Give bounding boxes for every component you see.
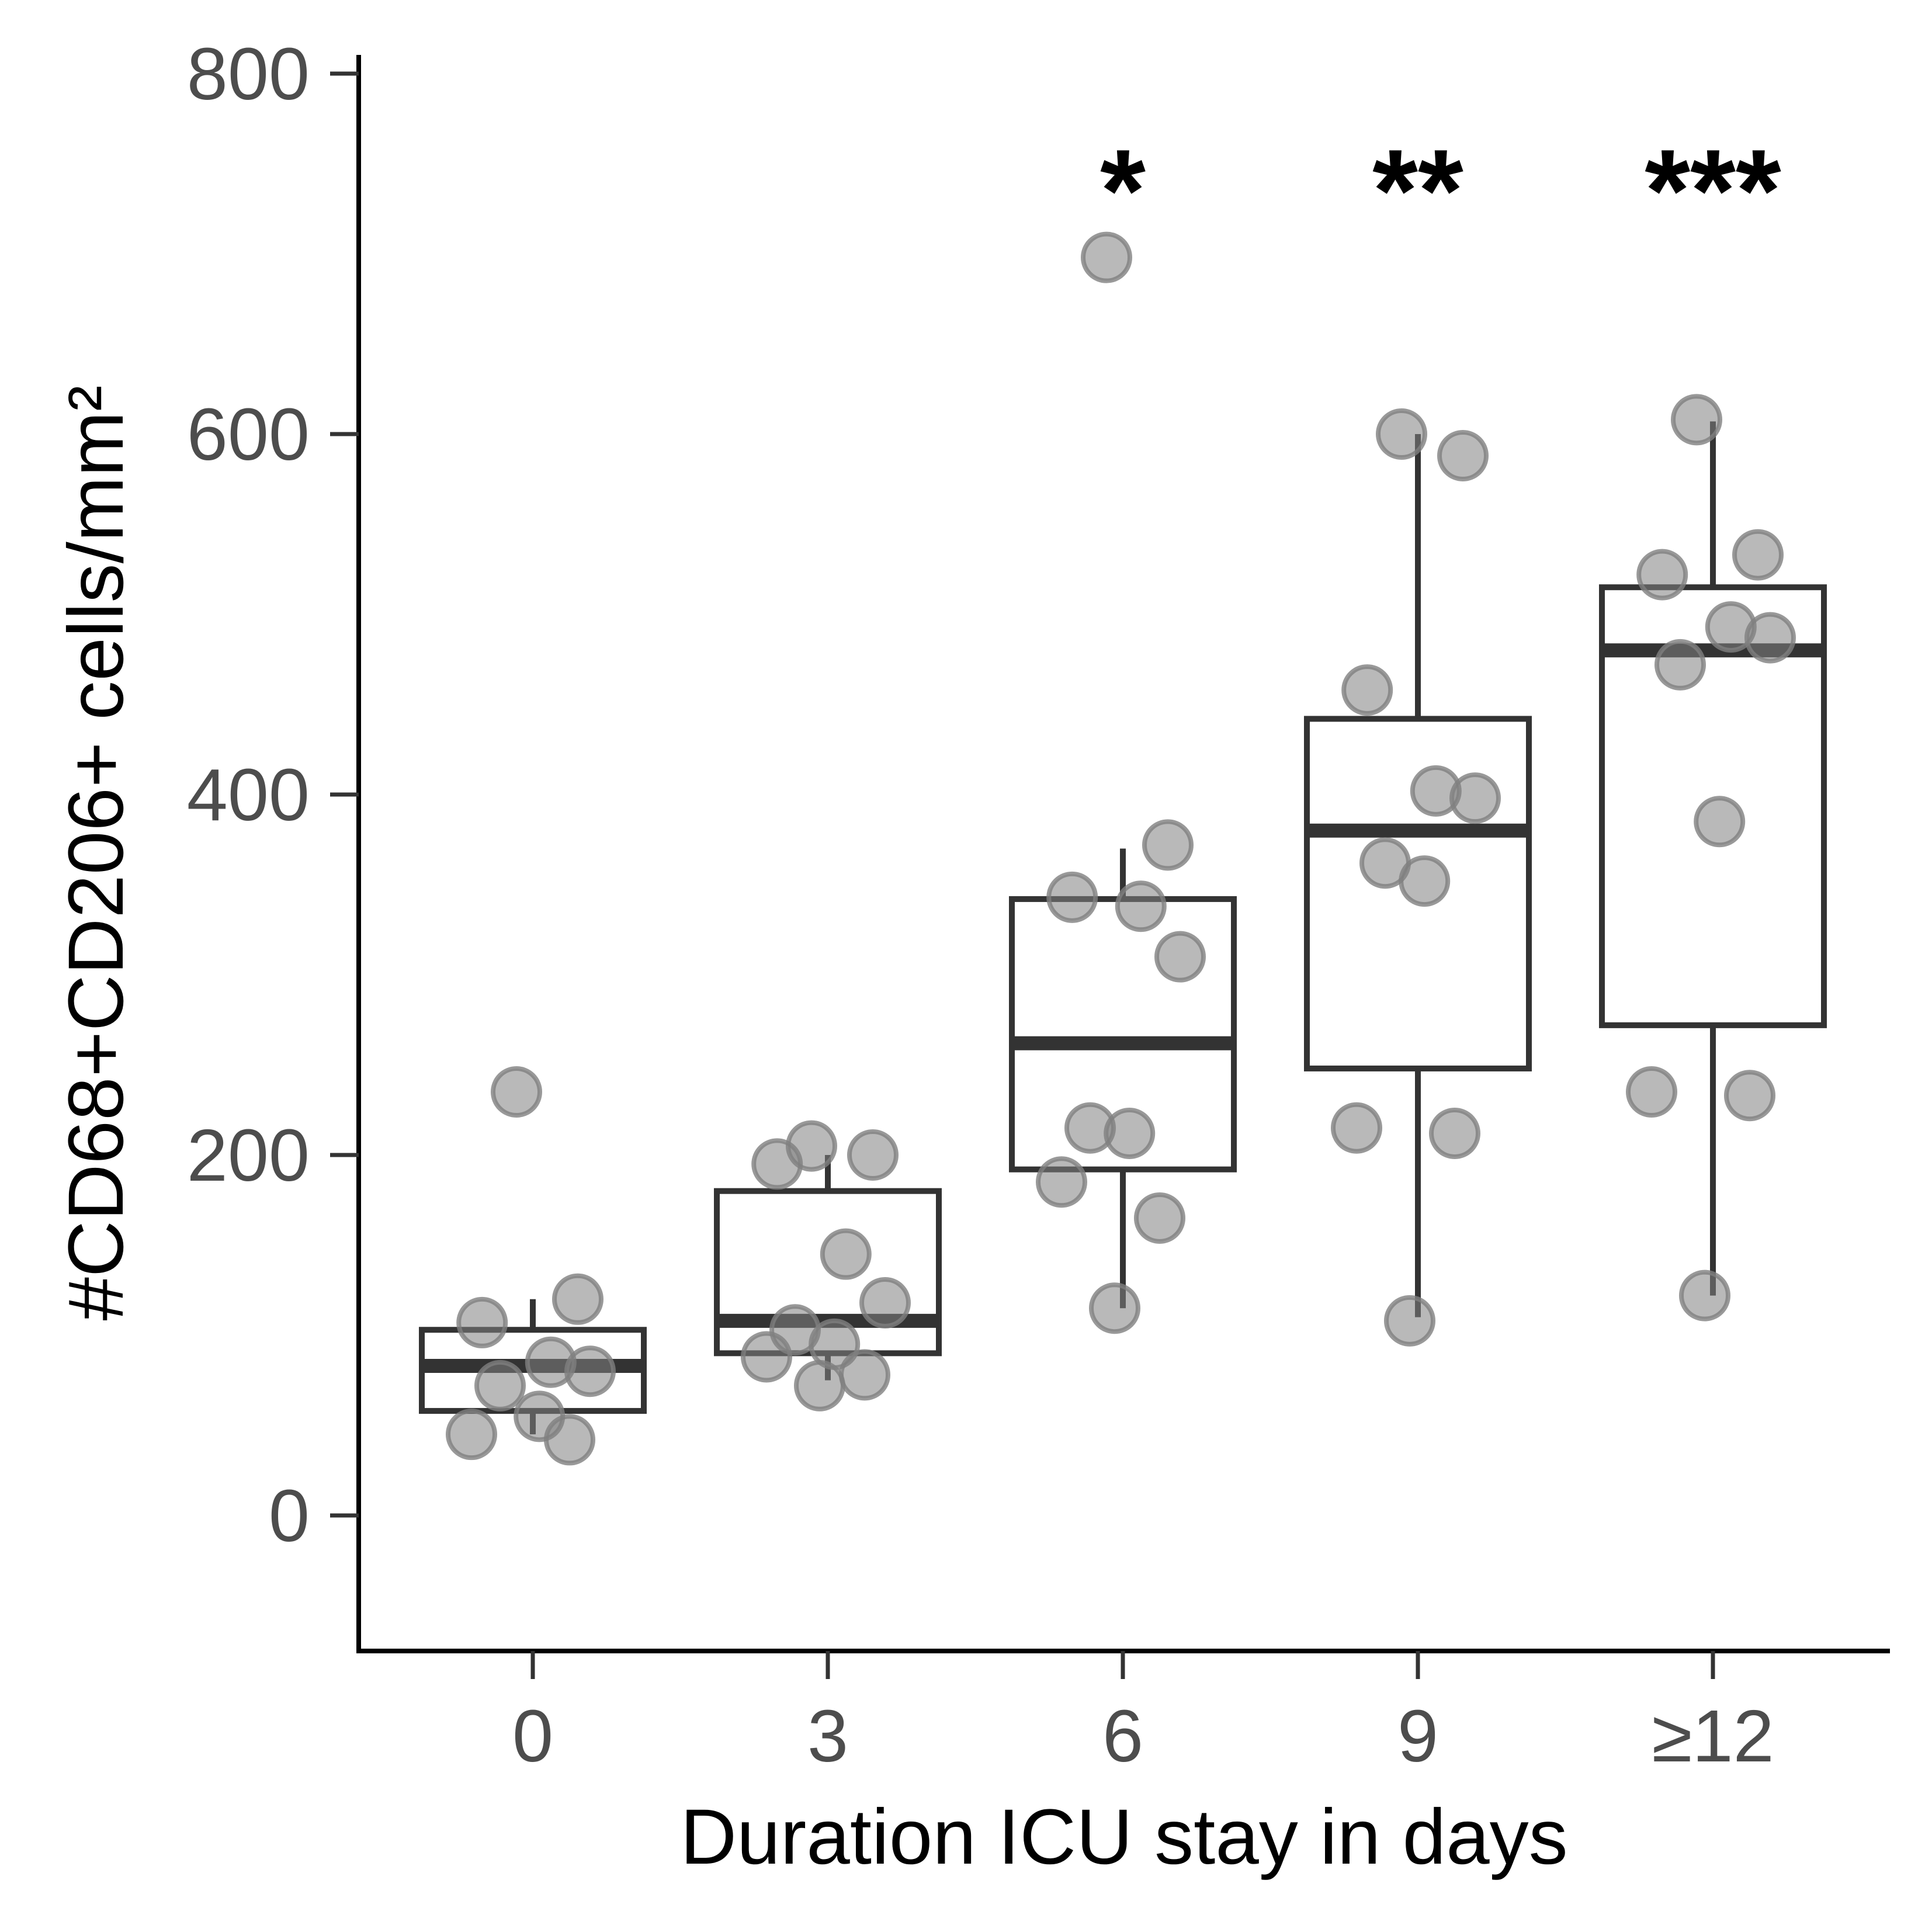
data-point: [847, 1129, 899, 1181]
data-point: [544, 1414, 595, 1466]
box-layer: [419, 421, 1827, 1435]
data-point: [446, 1409, 497, 1461]
data-point: [1449, 772, 1501, 824]
data-point: [839, 1349, 890, 1401]
data-point: [456, 1296, 508, 1348]
data-point: [1089, 1282, 1140, 1334]
data-point: [1626, 1066, 1677, 1118]
significance-layer: * ** ***: [1100, 126, 1781, 256]
data-point: [552, 1273, 603, 1325]
data-point: [1679, 1269, 1730, 1321]
data-point: [1724, 1070, 1775, 1122]
y-tick-label: 800: [187, 33, 310, 115]
data-point: [1331, 1102, 1382, 1154]
points-layer: [446, 231, 1796, 1466]
data-point: [1104, 1107, 1156, 1159]
data-point: [1115, 880, 1167, 932]
x-tick-label: 3: [807, 1695, 848, 1777]
x-tick-label: 0: [512, 1695, 553, 1777]
y-tick-label: 400: [187, 754, 310, 836]
data-point: [1732, 529, 1784, 581]
data-point: [741, 1331, 792, 1383]
x-axis-title: Duration ICU stay in days: [680, 1794, 1567, 1881]
data-point: [794, 1359, 845, 1411]
significance-label: *: [1100, 126, 1146, 256]
data-point: [1046, 871, 1098, 923]
data-point: [1341, 664, 1393, 716]
x-tick-label: ≥12: [1652, 1695, 1774, 1777]
data-point: [474, 1359, 526, 1411]
x-ticks: 0 3 6 9 ≥12: [512, 1651, 1774, 1777]
data-point: [820, 1228, 872, 1280]
data-point: [1671, 394, 1722, 446]
data-point: [1744, 612, 1796, 664]
significance-label: **: [1372, 126, 1463, 256]
y-tick-label: 0: [269, 1475, 310, 1557]
data-point: [1154, 931, 1206, 983]
data-point: [1636, 549, 1688, 601]
data-point: [1384, 1295, 1435, 1347]
y-ticks: 0 200 400 600 800: [187, 33, 359, 1557]
data-point: [859, 1277, 911, 1329]
significance-label: ***: [1645, 126, 1781, 256]
y-axis-title: #CD68+CD206+ cells/mm²: [53, 385, 140, 1320]
data-point: [1036, 1156, 1087, 1208]
x-tick-label: 9: [1397, 1695, 1438, 1777]
data-point: [1376, 408, 1427, 460]
data-point: [491, 1066, 542, 1118]
data-point: [751, 1138, 803, 1190]
data-point: [1694, 796, 1746, 848]
data-point: [1654, 639, 1706, 691]
y-tick-label: 600: [187, 393, 310, 476]
data-point: [1429, 1107, 1480, 1159]
data-point: [1437, 430, 1489, 482]
y-tick-label: 200: [187, 1114, 310, 1196]
data-point: [1081, 231, 1132, 283]
data-point: [1399, 855, 1451, 907]
x-tick-label: 6: [1102, 1695, 1143, 1777]
data-point: [1142, 819, 1194, 871]
data-point: [564, 1345, 616, 1397]
data-point: [1134, 1192, 1185, 1244]
